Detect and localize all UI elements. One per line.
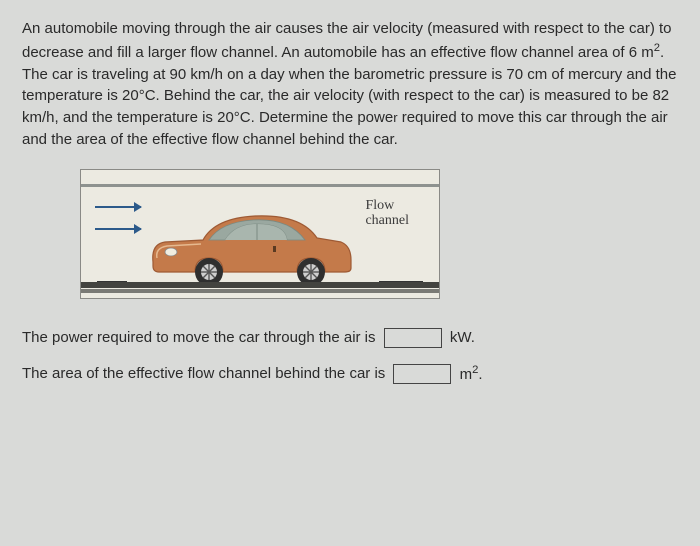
flow-label-line1: Flow: [365, 198, 409, 213]
power-input[interactable]: [384, 328, 442, 348]
flow-label-line2: channel: [365, 213, 409, 228]
answer-row-area: The area of the effective flow channel b…: [22, 362, 678, 386]
flow-arrow-icon: [95, 228, 141, 230]
channel-top-line: [81, 184, 439, 187]
ground-shadow: [81, 289, 439, 293]
answer-row-power: The power required to move the car throu…: [22, 327, 678, 349]
ground-line: [81, 282, 439, 288]
problem-text-1: An automobile moving through the air cau…: [22, 20, 672, 61]
flow-channel-label: Flow channel: [365, 198, 409, 229]
car-illustration: [145, 210, 355, 288]
figure-container: Flow channel: [80, 169, 678, 299]
unit-suffix: .: [478, 366, 482, 383]
unit-base: m: [460, 366, 473, 383]
answer2-unit: m2.: [460, 362, 483, 386]
area-input[interactable]: [393, 364, 451, 384]
answer1-unit: kW.: [450, 327, 475, 349]
figure: Flow channel: [80, 169, 440, 299]
flow-arrow-icon: [95, 206, 141, 208]
problem-statement: An automobile moving through the air cau…: [22, 18, 678, 151]
answer2-prefix: The area of the effective flow channel b…: [22, 365, 385, 382]
answer1-prefix: The power required to move the car throu…: [22, 329, 376, 346]
